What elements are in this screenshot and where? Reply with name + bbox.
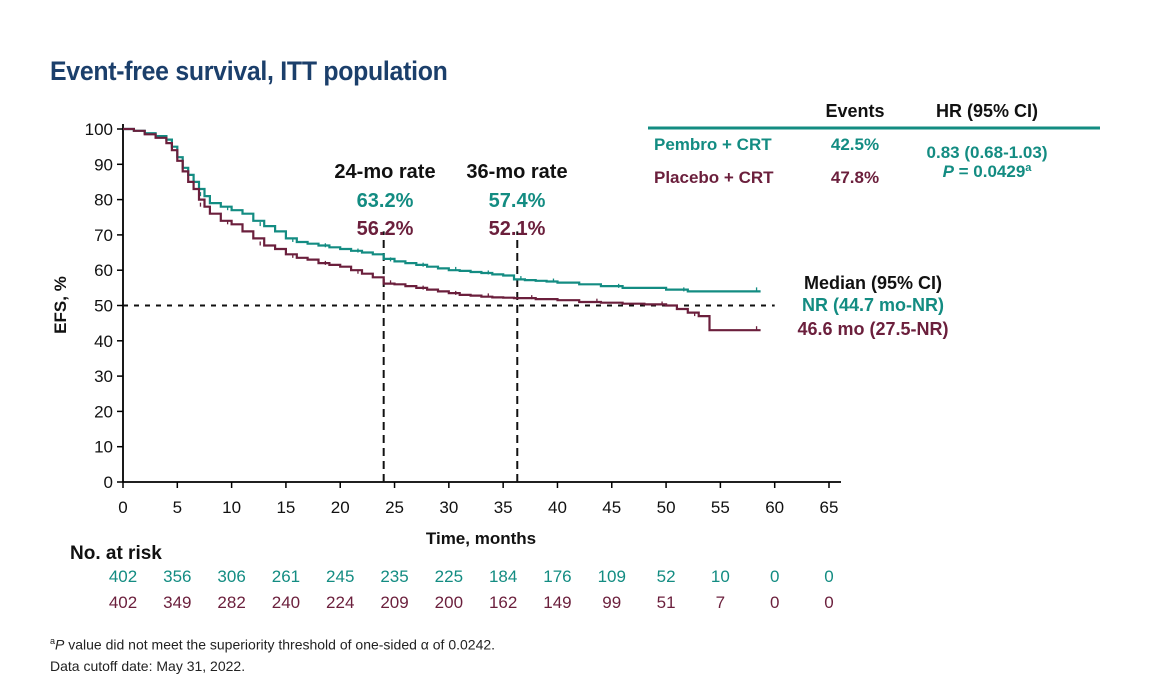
median-heading: Median (95% CI)	[804, 273, 942, 293]
risk-count-pembro: 245	[326, 567, 354, 586]
km-curves	[123, 127, 761, 332]
table-header-events: Events	[825, 101, 884, 121]
x-tick-label: 50	[657, 498, 676, 517]
risk-count-placebo: 0	[824, 593, 833, 612]
y-tick-label: 70	[94, 226, 113, 245]
risk-count-placebo: 209	[380, 593, 408, 612]
y-tick-label: 50	[94, 297, 113, 316]
annotations: 24-mo rate 63.2% 56.2% 36-mo rate 57.4% 52.1%…	[334, 101, 1100, 339]
x-tick-label: 0	[118, 498, 127, 517]
risk-count-placebo: 0	[770, 593, 779, 612]
rate-label: 36-mo rate	[466, 161, 567, 183]
y-tick-label: 90	[94, 155, 113, 174]
table-arm-pembro: Pembro + CRT	[654, 135, 772, 154]
risk-count-pembro: 261	[272, 567, 300, 586]
x-tick-label: 10	[222, 498, 241, 517]
x-tick-label: 20	[331, 498, 350, 517]
placebo-curve	[123, 127, 761, 332]
risk-table-heading: No. at risk	[70, 543, 162, 564]
x-tick-label: 35	[494, 498, 513, 517]
p-value: P = 0.0429a	[943, 162, 1033, 181]
y-tick-label: 60	[94, 261, 113, 280]
x-tick-label: 60	[765, 498, 784, 517]
y-tick-label: 80	[94, 191, 113, 210]
risk-count-placebo: 349	[163, 593, 191, 612]
rate-value-placebo: 52.1%	[489, 218, 546, 240]
x-tick-label: 25	[385, 498, 404, 517]
risk-count-pembro: 306	[217, 567, 245, 586]
risk-count-pembro: 52	[657, 567, 676, 586]
x-tick-label: 40	[548, 498, 567, 517]
y-tick-label: 100	[85, 120, 113, 139]
risk-count-placebo: 99	[602, 593, 621, 612]
y-tick-label: 20	[94, 402, 113, 421]
x-tick-label: 15	[276, 498, 295, 517]
risk-count-pembro: 176	[543, 567, 571, 586]
table-header-hr: HR (95% CI)	[936, 101, 1038, 121]
x-tick-label: 30	[439, 498, 458, 517]
risk-count-pembro: 10	[711, 567, 730, 586]
hr-value: 0.83 (0.68-1.03)	[927, 143, 1048, 162]
rate-label: 24-mo rate	[334, 161, 435, 183]
risk-count-placebo: 51	[657, 593, 676, 612]
footnote-p-value: aP value did not meet the superiority th…	[50, 636, 496, 653]
risk-count-placebo: 200	[435, 593, 463, 612]
x-tick-label: 45	[602, 498, 621, 517]
risk-count-pembro: 235	[380, 567, 408, 586]
risk-count-pembro: 184	[489, 567, 517, 586]
y-tick-label: 0	[104, 473, 113, 492]
table-events-placebo: 47.8%	[831, 168, 879, 187]
risk-count-pembro: 109	[598, 567, 626, 586]
risk-table: No. at risk 402 402 356 349 306 282 261 240 245 22…	[70, 543, 834, 612]
y-axis-label: EFS, %	[51, 276, 70, 334]
risk-count-pembro: 225	[435, 567, 463, 586]
risk-count-placebo: 402	[109, 593, 137, 612]
median-pembro: NR (44.7 mo-NR)	[802, 295, 944, 315]
risk-count-placebo: 240	[272, 593, 300, 612]
table-events-pembro: 42.5%	[831, 135, 879, 154]
table-arm-placebo: Placebo + CRT	[654, 168, 774, 187]
risk-count-placebo: 224	[326, 593, 354, 612]
risk-count-pembro: 0	[824, 567, 833, 586]
risk-count-placebo: 282	[217, 593, 245, 612]
rate-value-pembro: 57.4%	[489, 190, 546, 212]
risk-count-pembro: 402	[109, 567, 137, 586]
rate-value-placebo: 56.2%	[357, 218, 414, 240]
chart-title: Event-free survival, ITT population	[50, 56, 448, 86]
median-placebo: 46.6 mo (27.5-NR)	[797, 319, 948, 339]
x-tick-label: 65	[820, 498, 839, 517]
rate-value-pembro: 63.2%	[357, 190, 414, 212]
y-tick-label: 40	[94, 332, 113, 351]
risk-count-placebo: 162	[489, 593, 517, 612]
y-tick-label: 30	[94, 367, 113, 386]
y-tick-label: 10	[94, 438, 113, 457]
x-tick-label: 5	[173, 498, 182, 517]
risk-count-pembro: 0	[770, 567, 779, 586]
risk-count-placebo: 7	[716, 593, 725, 612]
footnote-cutoff: Data cutoff date: May 31, 2022.	[50, 658, 246, 674]
x-tick-label: 55	[711, 498, 730, 517]
axes: 0 10 20 30 40 50 60 70 80 90 100 0 5 10 15 20 25 30 35 40 45…	[51, 120, 841, 548]
risk-count-pembro: 356	[163, 567, 191, 586]
risk-count-placebo: 149	[543, 593, 571, 612]
x-axis-label: Time, months	[426, 529, 536, 548]
